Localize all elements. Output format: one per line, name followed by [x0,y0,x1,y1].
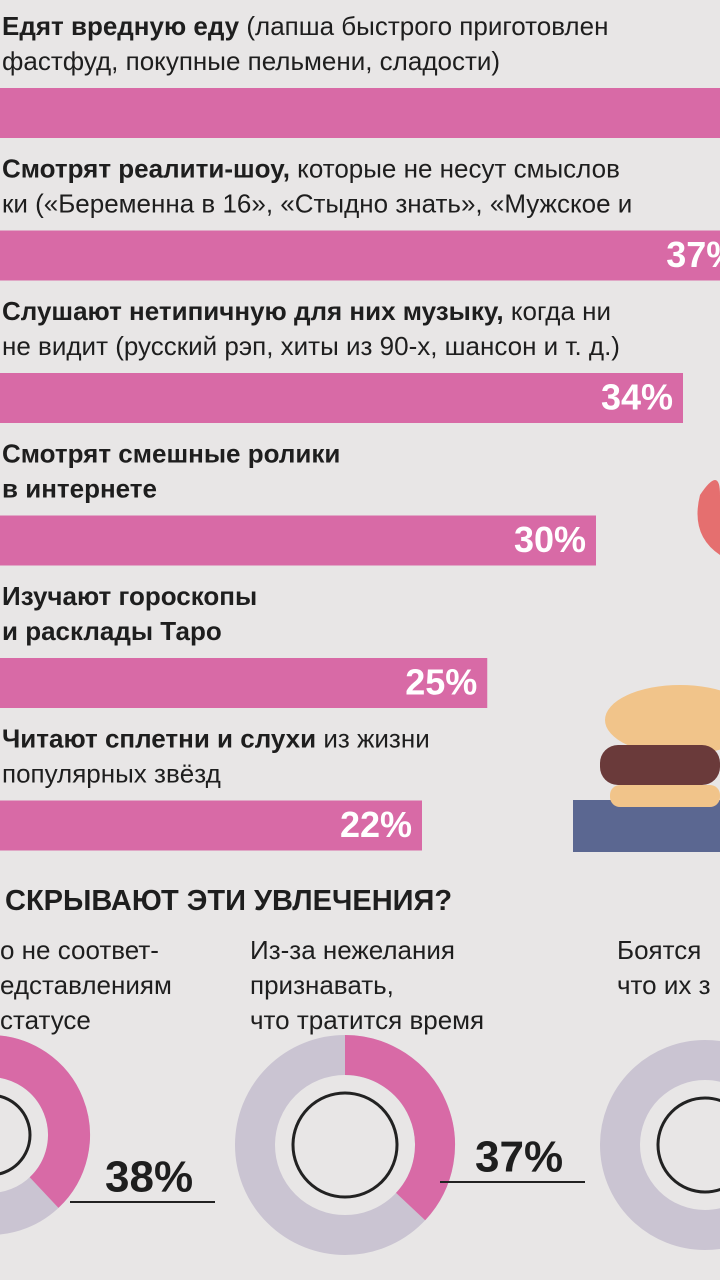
label-segment: (лапша быстрого приготовлен [239,11,608,41]
category-label: Смотрят смешные ролики [2,438,340,468]
category-label: Едят вредную еду (лапша быстрого пригото… [2,11,608,41]
bar [0,373,683,423]
face-icon [656,1096,720,1194]
category-label: фастфуд, покупные пельмени, сладости) [2,46,500,76]
reason-label: признавать, [250,970,394,1000]
reason-label: едставлениям [0,970,172,1000]
reason-label: статусе [0,1005,91,1035]
bar [0,230,720,281]
label-segment: Изучают гороскопы [2,581,257,611]
donut-segment [0,1035,90,1208]
burger-bottom [610,785,720,807]
label-segment: не видит (русский рэп, хиты из 90-х, шан… [2,331,620,361]
label-segment: популярных звёзд [2,758,221,788]
label-segment: из жизни [316,723,430,753]
donut-segment [344,1035,455,1221]
value-label: 30% [514,519,586,560]
label-segment: Смотрят смешные ролики [2,438,340,468]
label-segment: ки («Беременна в 16», «Стыдно знать», «М… [2,188,632,218]
reason-label: Боятся [617,935,701,965]
reason-label: о не соответ- [0,935,159,965]
section-title: СКРЫВАЮТ ЭТИ УВЛЕЧЕНИЯ? [5,885,452,917]
heart-decoration [697,480,720,555]
category-label: и расклады Таро [2,616,222,646]
label-segment: и расклады Таро [2,616,222,646]
category-label: ки («Беременна в 16», «Стыдно знать», «М… [2,188,632,218]
label-segment: которые не несут смыслов [290,153,620,183]
category-label: Читают сплетни и слухи из жизни [2,723,430,753]
burger-bun [605,685,720,755]
label-segment: когда ни [504,296,611,326]
category-label: Смотрят реалити-шоу, которые не несут см… [2,153,620,183]
category-label: Слушают нетипичную для них музыку, когда… [2,296,611,326]
label-segment: Слушают нетипичную для них музыку, [2,296,504,326]
value-label: 37% [666,234,720,275]
donut-rest [600,1040,720,1250]
value-label: 34% [601,377,673,418]
label-segment: фастфуд, покупные пельмени, сладости) [2,46,500,76]
bar [0,658,488,708]
label-segment: в интернете [2,473,157,503]
bar [0,515,596,566]
face-icon [291,1091,399,1199]
category-label: не видит (русский рэп, хиты из 90-х, шан… [2,331,620,361]
label-segment: Читают сплетни и слухи [2,723,316,753]
label-segment: Едят вредную еду [2,11,240,41]
reason-label: что их з [617,970,711,1000]
reason-label: что тратится время [250,1005,484,1035]
value-label: 22% [340,804,412,845]
value-label: 38% [105,1153,193,1202]
tray-decoration [573,800,720,852]
burger-patty [600,745,720,785]
value-label: 37% [475,1133,563,1182]
category-label: Изучают гороскопы [2,581,257,611]
bar [0,800,422,851]
face-icon [0,1094,32,1176]
category-label: популярных звёзд [2,758,221,788]
bar [0,88,720,138]
value-label: 25% [405,662,477,703]
reason-label: Из-за нежелания [250,935,455,965]
label-segment: Смотрят реалити-шоу, [2,153,290,183]
category-label: в интернете [2,473,157,503]
